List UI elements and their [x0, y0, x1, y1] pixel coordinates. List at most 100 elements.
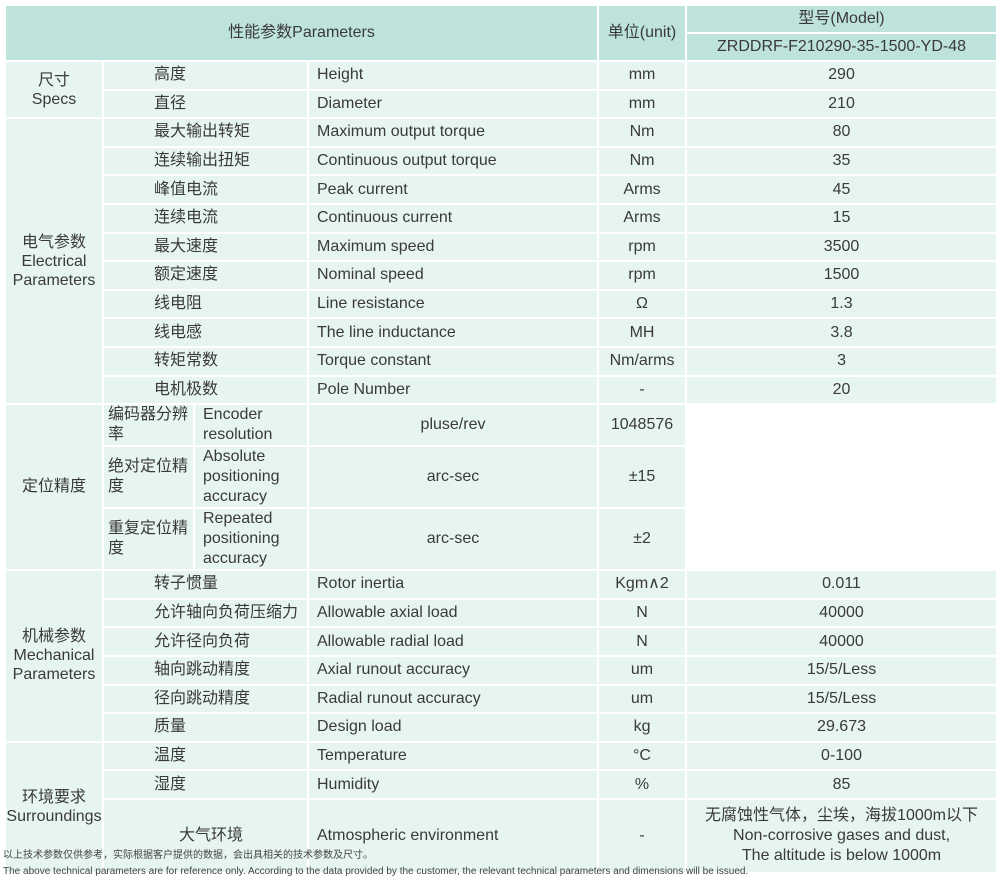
- param-en: Peak current: [306, 174, 600, 205]
- param-value: 1048576: [597, 403, 688, 448]
- unit-header: 单位(unit): [597, 4, 688, 62]
- table-row: 允许径向负荷 Allowable radial load N 40000: [5, 626, 999, 657]
- table-row: 最大速度 Maximum speed rpm 3500: [5, 231, 999, 263]
- parameters-table: 性能参数Parameters 单位(unit) 型号(Model) ZRDDRF…: [3, 4, 999, 874]
- param-value: 20: [685, 374, 999, 406]
- param-en: Radial runout accuracy: [306, 683, 600, 715]
- param-unit: Kgm∧2: [597, 569, 688, 600]
- table-row: 重复定位精度 Repeated positioning accuracy arc-s…: [5, 507, 997, 572]
- param-cn: 轴向跳动精度: [102, 654, 309, 686]
- table-row: 机械参数 Mechanical Parameters 转子惯量 Rotor inert…: [4, 569, 999, 743]
- group-cn: 电气参数: [21, 233, 86, 251]
- group-electrical: 电气参数 Electrical Parameters: [4, 117, 104, 406]
- param-unit: pluse/rev: [306, 403, 600, 448]
- param-value: 15/5/Less: [685, 683, 999, 715]
- table-row: 质量 Design load kg 29.673: [5, 712, 999, 743]
- param-unit: MH: [597, 317, 688, 348]
- table-row: 电气参数 Electrical Parameters 最大输出转矩 Maximum o…: [4, 117, 999, 406]
- param-cn: 线电感: [102, 317, 309, 348]
- param-unit: mm: [597, 88, 688, 120]
- param-unit: rpm: [597, 231, 688, 263]
- group-en: Specs: [31, 90, 77, 108]
- param-unit: arc-sec: [306, 445, 600, 510]
- group-surroundings: 环境要求 Surroundings: [4, 740, 104, 874]
- note-en: The above technical parameters are for r…: [3, 866, 749, 877]
- table-row: 额定速度 Nominal speed rpm 1500: [5, 260, 999, 291]
- param-value: 29.673: [685, 712, 999, 743]
- param-cn: 高度: [102, 60, 309, 91]
- param-en: The line inductance: [306, 317, 600, 348]
- param-cn: 转子惯量: [102, 569, 309, 600]
- param-value: ±15: [597, 445, 688, 510]
- param-en: Torque constant: [306, 345, 600, 377]
- param-cn: 峰值电流: [102, 174, 309, 205]
- param-unit: Nm: [597, 145, 688, 177]
- model-label-header: 型号(Model): [685, 4, 999, 34]
- value-line: The altitude is below 1000m: [741, 846, 942, 864]
- param-en: Line resistance: [306, 288, 600, 320]
- param-en: Continuous current: [306, 202, 600, 234]
- param-unit: N: [597, 626, 688, 657]
- table-row: 环境要求 Surroundings 温度 Temperature °C 0-100: [4, 740, 999, 874]
- param-cn: 径向跳动精度: [102, 683, 309, 715]
- param-value: 1.3: [685, 288, 999, 320]
- table-row: 允许轴向负荷压缩力 Allowable axial load N 40000: [5, 597, 999, 629]
- table-row: 连续电流 Continuous current Arms 15: [5, 202, 999, 234]
- param-value: 40000: [685, 626, 999, 657]
- param-unit: N: [597, 597, 688, 629]
- group-specs: 尺寸 Specs: [4, 59, 104, 120]
- group-en: Surroundings: [6, 808, 102, 826]
- param-cn: 大气环境: [102, 797, 309, 874]
- footnotes: 以上技术参数仅供参考，实际根据客户提供的数据，会出具相关的技术参数及尺寸。 Th…: [3, 848, 748, 880]
- param-value: 35: [685, 145, 999, 177]
- param-en: Axial runout accuracy: [306, 654, 600, 686]
- param-cn: 重复定位精度: [102, 507, 195, 572]
- table-row: 径向跳动精度 Radial runout accuracy um 15/5/Less: [5, 683, 999, 715]
- param-cn: 质量: [102, 712, 309, 743]
- param-en: Repeated positioning accuracy: [193, 507, 309, 572]
- param-cn: 温度: [102, 740, 309, 772]
- table-row: 大气环境 Atmospheric environment - 无腐蚀性气体，尘埃，海拔…: [5, 797, 999, 874]
- param-cn: 绝对定位精度: [102, 445, 195, 510]
- param-cn: 连续输出扭矩: [102, 145, 309, 177]
- param-en: Temperature: [306, 740, 600, 772]
- param-value: ±2: [597, 507, 688, 572]
- param-en: Maximum output torque: [306, 117, 600, 148]
- table-row: 转矩常数 Torque constant Nm/arms 3: [5, 345, 999, 377]
- table-row: 电机极数 Pole Number -20: [5, 374, 999, 406]
- table-row: 直径 Diameter mm 210: [5, 88, 999, 120]
- table-row: 轴向跳动精度 Axial runout accuracy um 15/5/Less: [5, 654, 999, 686]
- param-unit: rpm: [597, 260, 688, 291]
- param-unit: %: [597, 769, 688, 800]
- group-positioning: 定位精度: [4, 403, 104, 572]
- param-unit: -: [597, 374, 688, 406]
- param-cn: 最大输出转矩: [102, 117, 309, 148]
- param-value: 3.8: [685, 317, 999, 348]
- param-unit: °C: [597, 740, 688, 772]
- param-value: 15/5/Less: [685, 654, 999, 686]
- param-cn: 电机极数: [102, 374, 309, 406]
- param-value: 无腐蚀性气体，尘埃，海拔1000m以下 Non-corrosive gases a…: [685, 797, 999, 874]
- param-unit: Arms: [597, 174, 688, 205]
- param-en: Encoder resolution: [193, 403, 309, 448]
- param-en: Design load: [306, 712, 600, 743]
- param-en: Height: [306, 60, 600, 91]
- table-row: 湿度 Humidity% 85: [5, 769, 999, 800]
- group-en: Electrical Parameters: [12, 252, 96, 289]
- param-en: Atmospheric environment: [306, 797, 600, 874]
- parameters-header: 性能参数Parameters: [3, 4, 600, 62]
- value-line: 无腐蚀性气体，尘埃，海拔1000m以下: [705, 806, 978, 824]
- model-header: ZRDDRF-F210290-35-1500-YD-48: [685, 32, 999, 62]
- param-unit: um: [597, 654, 688, 686]
- param-cn: 额定速度: [102, 260, 309, 291]
- group-en: Mechanical Parameters: [12, 647, 96, 684]
- param-en: Humidity: [306, 769, 600, 800]
- value-line: Non-corrosive gases and dust,: [733, 826, 951, 844]
- param-cn: 连续电流: [102, 202, 309, 234]
- group-cn: 环境要求: [21, 789, 86, 807]
- table-row: 尺寸 Specs 高度 Height mm 290: [4, 59, 999, 120]
- table-row: 线电阻 Line resistance Ω 1.3: [5, 288, 999, 320]
- param-en: Maximum speed: [306, 231, 600, 263]
- param-value: 45: [685, 174, 999, 205]
- param-cn: 湿度: [102, 769, 309, 800]
